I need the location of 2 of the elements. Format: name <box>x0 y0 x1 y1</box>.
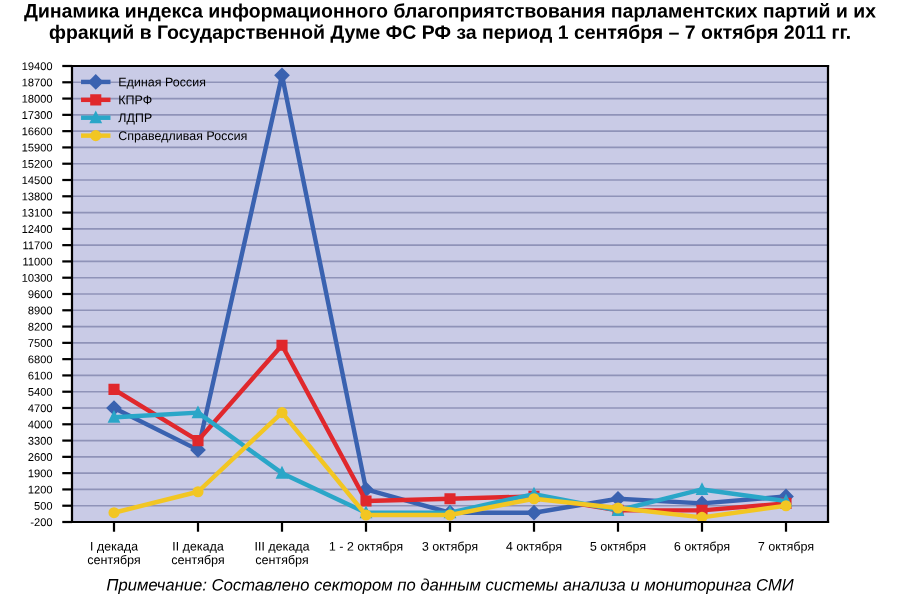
chart-title: Динамика индекса информационного благоприятствования парламентских партий и их фракций в Государственной Думе ФС РФ за период 1 сентября – 7 октября 2011 гг. <box>24 3 876 43</box>
text: Примечание: Составлено сектором по данным системы анализа и мониторинга СМИ <box>106 578 794 594</box>
